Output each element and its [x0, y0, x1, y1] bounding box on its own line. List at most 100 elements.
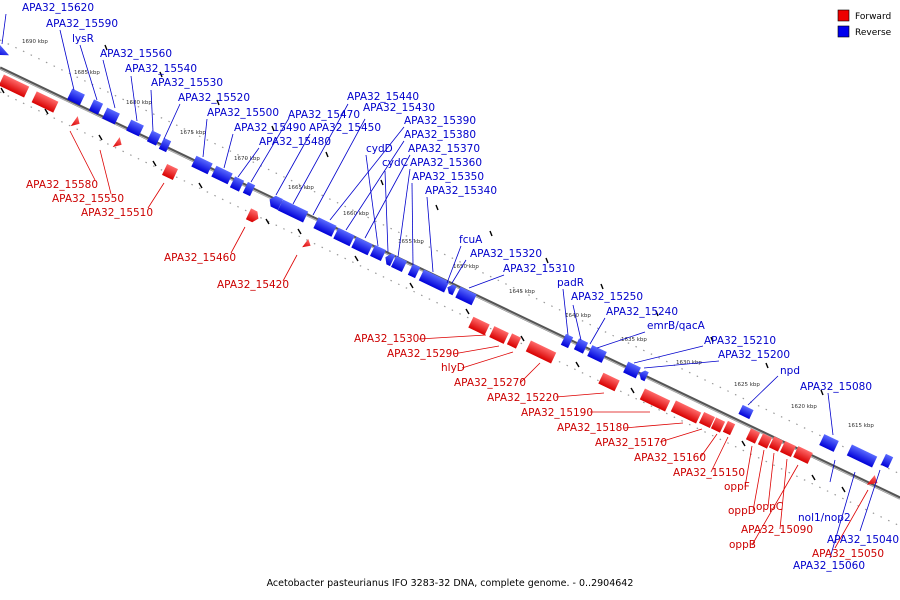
gene-reverse[interactable] — [623, 361, 641, 379]
gene-label[interactable]: APA32_15480 — [259, 136, 331, 148]
gene-label[interactable]: APA32_15560 — [100, 48, 172, 60]
gene-label[interactable]: npd — [780, 365, 800, 377]
gene-reverse[interactable] — [313, 217, 337, 237]
gene-label[interactable]: APA32_15050 — [812, 548, 884, 560]
gene-label[interactable]: APA32_15160 — [634, 452, 706, 464]
gene-forward[interactable] — [468, 316, 490, 336]
gene-reverse[interactable] — [587, 345, 607, 363]
gene-label[interactable]: APA32_15300 — [354, 333, 426, 345]
gene-label[interactable]: APA32_15200 — [718, 349, 790, 361]
gene-label[interactable]: APA32_15620 — [22, 2, 94, 14]
gene-forward[interactable] — [31, 91, 59, 113]
gene-forward[interactable] — [506, 333, 522, 349]
gene-reverse[interactable] — [0, 43, 12, 61]
gene-label[interactable]: APA32_15340 — [425, 185, 497, 197]
gene-forward[interactable] — [866, 474, 880, 489]
gene-reverse[interactable] — [126, 119, 144, 137]
gene-label[interactable]: APA32_15310 — [503, 263, 575, 275]
gene-forward[interactable] — [245, 208, 261, 224]
gene-forward[interactable] — [670, 400, 702, 424]
gene-forward[interactable] — [768, 436, 784, 452]
gene-label[interactable]: APA32_15590 — [46, 18, 118, 30]
gene-reverse[interactable] — [242, 181, 256, 197]
gene-forward[interactable] — [70, 115, 82, 129]
gene-label[interactable]: APA32_15430 — [363, 102, 435, 114]
gene-label[interactable]: oppB — [729, 539, 756, 551]
gene-reverse[interactable] — [383, 252, 396, 267]
gene-reverse[interactable] — [229, 176, 245, 192]
gene-label[interactable]: APA32_15510 — [81, 207, 153, 219]
gene-label[interactable]: APA32_15450 — [309, 122, 381, 134]
gene-label[interactable]: padR — [557, 277, 584, 289]
gene-forward[interactable] — [302, 238, 313, 250]
gene-reverse[interactable] — [333, 227, 355, 247]
gene-reverse[interactable] — [738, 404, 754, 420]
gene-reverse[interactable] — [455, 286, 477, 306]
gene-reverse[interactable] — [267, 194, 283, 210]
gene-reverse[interactable] — [819, 434, 839, 452]
gene-reverse[interactable] — [445, 283, 457, 296]
gene-label[interactable]: APA32_15290 — [387, 348, 459, 360]
gene-label[interactable]: APA32_15210 — [704, 335, 776, 347]
gene-forward[interactable] — [639, 388, 671, 412]
gene-reverse[interactable] — [573, 338, 589, 354]
gene-label[interactable]: APA32_15470 — [288, 109, 360, 121]
gene-label[interactable]: nol1/nop2 — [798, 512, 851, 524]
gene-label[interactable]: APA32_15180 — [557, 422, 629, 434]
gene-reverse[interactable] — [211, 165, 233, 185]
gene-forward[interactable] — [745, 428, 761, 444]
gene-label[interactable]: APA32_15040 — [827, 534, 899, 546]
gene-reverse[interactable] — [407, 263, 421, 279]
gene-label[interactable]: APA32_15520 — [178, 92, 250, 104]
gene-label[interactable]: APA32_15320 — [470, 248, 542, 260]
gene-reverse[interactable] — [560, 333, 574, 349]
gene-label[interactable]: APA32_15530 — [151, 77, 223, 89]
gene-label[interactable]: APA32_15460 — [164, 252, 236, 264]
gene-label[interactable]: APA32_15080 — [800, 381, 872, 393]
gene-label[interactable]: cydC — [382, 157, 408, 169]
gene-label[interactable]: cydD — [366, 143, 393, 155]
gene-label[interactable]: APA32_15500 — [207, 107, 279, 119]
gene-label[interactable]: hlyD — [441, 362, 465, 374]
gene-label[interactable]: APA32_15360 — [410, 157, 482, 169]
gene-label[interactable]: APA32_15240 — [606, 306, 678, 318]
gene-reverse[interactable] — [391, 256, 407, 272]
gene-label[interactable]: APA32_15370 — [408, 143, 480, 155]
gene-label[interactable]: APA32_15420 — [217, 279, 289, 291]
gene-label[interactable]: APA32_15550 — [52, 193, 124, 205]
gene-forward[interactable] — [0, 74, 30, 98]
gene-label[interactable]: oppD — [728, 505, 756, 517]
gene-reverse[interactable] — [277, 199, 309, 223]
gene-label[interactable]: lysR — [72, 33, 94, 45]
gene-label[interactable]: APA32_15170 — [595, 437, 667, 449]
gene-label[interactable]: APA32_15150 — [673, 467, 745, 479]
gene-reverse[interactable] — [67, 88, 85, 106]
gene-label[interactable]: oppC — [756, 501, 783, 513]
gene-label[interactable]: APA32_15440 — [347, 91, 419, 103]
gene-forward[interactable] — [525, 340, 557, 364]
gene-reverse[interactable] — [146, 130, 162, 146]
gene-label[interactable]: APA32_15190 — [521, 407, 593, 419]
gene-forward[interactable] — [780, 441, 796, 457]
gene-label[interactable]: APA32_15580 — [26, 179, 98, 191]
gene-label[interactable]: emrB/qacA — [647, 320, 706, 332]
gene-label[interactable]: APA32_15250 — [571, 291, 643, 303]
gene-label[interactable]: APA32_15060 — [793, 560, 865, 572]
gene-reverse[interactable] — [637, 369, 649, 382]
gene-label[interactable]: APA32_15490 — [234, 122, 306, 134]
gene-label[interactable]: APA32_15380 — [404, 129, 476, 141]
gene-label[interactable]: oppF — [724, 481, 750, 493]
gene-label[interactable]: APA32_15090 — [741, 524, 813, 536]
gene-label[interactable]: APA32_15270 — [454, 377, 526, 389]
gene-reverse[interactable] — [158, 137, 172, 153]
gene-forward[interactable] — [793, 446, 813, 464]
gene-label[interactable]: APA32_15350 — [412, 171, 484, 183]
gene-forward[interactable] — [112, 136, 124, 150]
gene-forward[interactable] — [722, 420, 736, 436]
gene-reverse[interactable] — [88, 99, 104, 115]
gene-reverse[interactable] — [191, 155, 213, 175]
gene-forward[interactable] — [598, 372, 620, 392]
gene-label[interactable]: APA32_15220 — [487, 392, 559, 404]
gene-label[interactable]: APA32_15540 — [125, 63, 197, 75]
gene-forward[interactable] — [757, 433, 773, 449]
